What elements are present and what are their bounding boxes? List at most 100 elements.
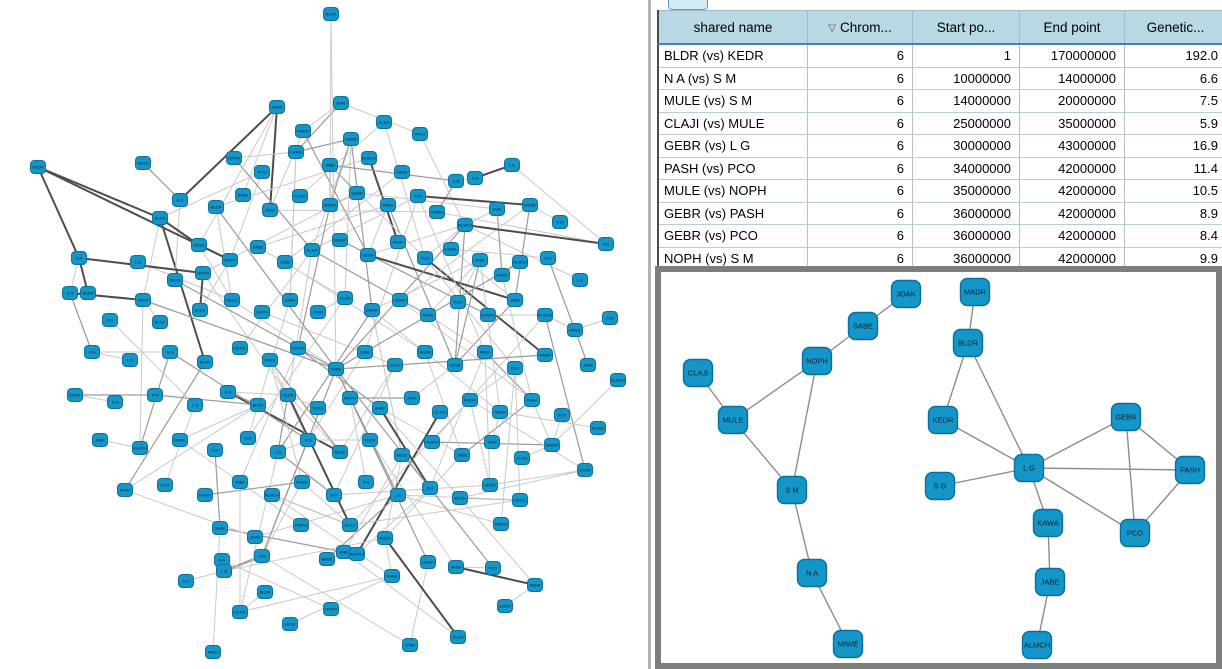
network-node[interactable]: S M bbox=[602, 311, 618, 325]
table-row[interactable]: MULE (vs) S M 6 14000000 20000000 7.5 bbox=[657, 89, 1222, 113]
network-node[interactable]: N A bbox=[147, 388, 163, 402]
network-node[interactable]: L G bbox=[390, 488, 406, 502]
network-node[interactable]: SABE bbox=[454, 448, 470, 462]
cell-value[interactable]: 14000000 bbox=[1019, 66, 1125, 90]
node-MADR[interactable]: MADR bbox=[959, 277, 991, 307]
network-node[interactable]: NOPH bbox=[254, 305, 270, 319]
column-header-genetic[interactable]: Genetic... bbox=[1124, 10, 1222, 45]
cell-value[interactable]: 6 bbox=[807, 111, 913, 135]
network-node[interactable]: L G bbox=[504, 158, 520, 172]
cell-value[interactable]: 36000000 bbox=[912, 224, 1020, 248]
cell-value[interactable]: 7.5 bbox=[1124, 89, 1222, 113]
network-node[interactable]: GEBR bbox=[577, 463, 593, 477]
network-node[interactable]: PASH bbox=[412, 127, 428, 141]
edge-BLDR-L G[interactable] bbox=[967, 342, 1030, 469]
cell-value[interactable]: 42000000 bbox=[1019, 246, 1125, 270]
network-node[interactable]: SABE bbox=[250, 240, 266, 254]
cell-value[interactable]: 6 bbox=[807, 201, 913, 225]
node-NOPH[interactable]: NOPH bbox=[801, 346, 833, 376]
cell-shared-name[interactable]: GEBR (vs) PCO bbox=[657, 224, 808, 248]
network-node[interactable]: PCO bbox=[417, 251, 433, 265]
network-node[interactable]: KEDR bbox=[482, 478, 498, 492]
filter-icon[interactable]: ▽ bbox=[828, 22, 836, 34]
network-node[interactable]: CLAJI bbox=[387, 358, 403, 372]
cell-value[interactable]: 6 bbox=[807, 224, 913, 248]
network-node[interactable]: MULE bbox=[512, 493, 528, 507]
network-node[interactable]: ALMCH bbox=[349, 547, 365, 561]
network-node[interactable]: ALMCH bbox=[537, 308, 553, 322]
network-node[interactable]: KEDR bbox=[232, 605, 248, 619]
cell-value[interactable]: 20000000 bbox=[1019, 89, 1125, 113]
network-node[interactable]: JABE bbox=[507, 293, 523, 307]
cell-shared-name[interactable]: GEBR (vs) L G bbox=[657, 134, 808, 158]
network-node[interactable]: GEBR bbox=[360, 248, 376, 262]
network-node[interactable]: JOAK bbox=[402, 638, 418, 652]
network-node[interactable]: S G bbox=[162, 345, 178, 359]
network-node[interactable]: CLAJI bbox=[342, 518, 358, 532]
cell-shared-name[interactable]: MULE (vs) S M bbox=[657, 89, 808, 113]
network-node[interactable]: N A bbox=[214, 553, 230, 567]
network-node[interactable]: BLDR bbox=[257, 585, 273, 599]
network-node[interactable]: MIWE bbox=[522, 198, 538, 212]
network-node[interactable]: KAWA bbox=[493, 517, 509, 531]
cell-value[interactable]: 42000000 bbox=[1019, 179, 1125, 203]
cell-value[interactable]: 43000000 bbox=[1019, 134, 1125, 158]
cell-value[interactable]: 6 bbox=[807, 134, 913, 158]
network-node[interactable]: MULE bbox=[394, 448, 410, 462]
table-row[interactable]: N A (vs) S M 6 10000000 14000000 6.6 bbox=[657, 66, 1222, 90]
network-node[interactable]: S G bbox=[300, 433, 316, 447]
network-node[interactable]: ALMCH bbox=[457, 218, 473, 232]
network-node[interactable]: PCO bbox=[157, 478, 173, 492]
network-node[interactable]: JOAK bbox=[404, 391, 420, 405]
network-node[interactable]: MIWE bbox=[567, 323, 583, 337]
network-node[interactable]: KAWA bbox=[443, 242, 459, 256]
network-node[interactable]: ALMCH bbox=[512, 255, 528, 269]
network-node[interactable]: NOPH bbox=[222, 253, 238, 267]
network-node[interactable]: JOAK bbox=[310, 305, 326, 319]
node-PCO[interactable]: PCO bbox=[1119, 518, 1151, 548]
network-node[interactable]: SABE bbox=[235, 188, 251, 202]
cell-shared-name[interactable]: GEBR (vs) PASH bbox=[657, 201, 808, 225]
network-node[interactable]: ALMCH bbox=[132, 441, 148, 455]
node-N A[interactable]: N A bbox=[796, 558, 828, 588]
network-node[interactable]: PASH bbox=[524, 393, 540, 407]
table-row[interactable]: BLDR (vs) KEDR 6 1 170000000 192.0 bbox=[657, 43, 1222, 68]
network-node[interactable]: JOAK bbox=[333, 96, 349, 110]
table-row[interactable]: PASH (vs) PCO 6 34000000 42000000 11.4 bbox=[657, 156, 1222, 180]
cell-shared-name[interactable]: CLAJI (vs) MULE bbox=[657, 111, 808, 135]
network-node[interactable]: L G bbox=[270, 445, 286, 459]
node-MULE[interactable]: MULE bbox=[717, 405, 749, 435]
table-browser-tab[interactable] bbox=[668, 0, 708, 10]
edge-L G-PCO[interactable] bbox=[1028, 467, 1136, 534]
network-node[interactable]: GEBR bbox=[420, 555, 436, 569]
network-node[interactable]: KAWA bbox=[288, 145, 304, 159]
network-node[interactable]: N A bbox=[71, 251, 87, 265]
network-node[interactable]: SABE bbox=[384, 569, 400, 583]
cell-value[interactable]: 5.9 bbox=[1124, 111, 1222, 135]
network-node[interactable]: N A bbox=[358, 475, 374, 489]
network-node[interactable]: MADR bbox=[544, 438, 560, 452]
network-node[interactable]: MIWE bbox=[494, 268, 510, 282]
network-node[interactable]: GEBR bbox=[527, 578, 543, 592]
cell-shared-name[interactable]: BLDR (vs) KEDR bbox=[657, 43, 808, 68]
network-node[interactable]: NOPH bbox=[424, 435, 440, 449]
overview-network-panel[interactable]: BLDR KEDR MULE NOPH SABE JOAK CLAJI MADR GEBR PAS… bbox=[0, 0, 648, 669]
network-node[interactable]: L G bbox=[572, 273, 588, 287]
network-node[interactable]: KAWA bbox=[197, 488, 213, 502]
network-node[interactable]: KEDR bbox=[135, 293, 151, 307]
network-node[interactable]: NOPH bbox=[293, 518, 309, 532]
edge-NOPH-S M[interactable] bbox=[791, 360, 818, 491]
network-node[interactable]: S G bbox=[178, 574, 194, 588]
network-node[interactable]: S M bbox=[552, 215, 568, 229]
network-node[interactable]: BLDR bbox=[250, 398, 266, 412]
network-node[interactable]: PCO bbox=[507, 361, 523, 375]
network-node[interactable]: JOAK bbox=[277, 255, 293, 269]
table-row[interactable]: CLAJI (vs) MULE 6 25000000 35000000 5.9 bbox=[657, 111, 1222, 135]
node-KEDR[interactable]: KEDR bbox=[927, 405, 959, 435]
column-header-end_point[interactable]: End point bbox=[1019, 10, 1125, 45]
network-node[interactable]: SABE bbox=[282, 293, 298, 307]
cell-value[interactable]: 11.4 bbox=[1124, 156, 1222, 180]
network-node[interactable]: MULE bbox=[262, 353, 278, 367]
network-node[interactable]: N A bbox=[240, 431, 256, 445]
network-node[interactable]: GEBR bbox=[349, 186, 365, 200]
